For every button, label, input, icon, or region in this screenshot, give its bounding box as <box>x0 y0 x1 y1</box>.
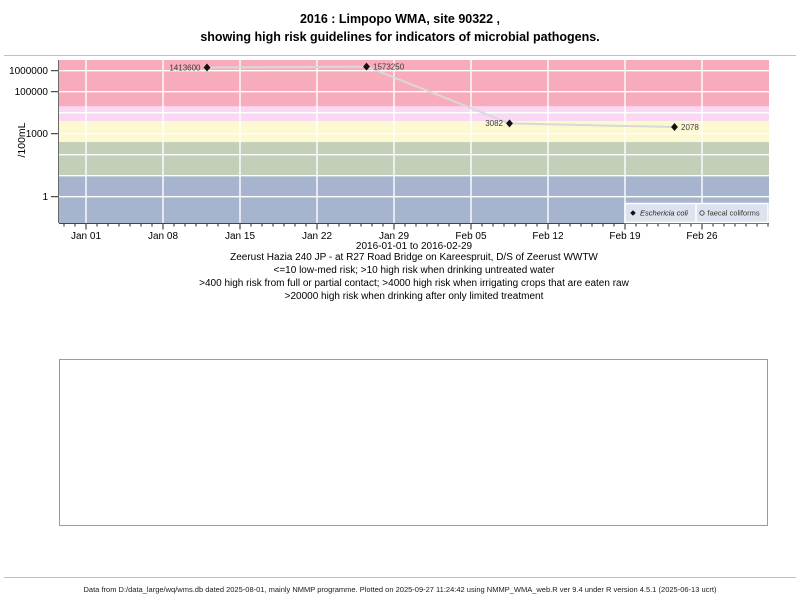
x-tick-label: Feb 26 <box>686 231 718 242</box>
data-point-label: 2078 <box>681 123 699 132</box>
data-point-diamond <box>506 119 513 128</box>
y-tick-label: 1000000 <box>9 66 48 77</box>
data-point-label: 3082 <box>485 119 503 128</box>
caption-block: Zeerust Hazia 240 JP - at R27 Road Bridg… <box>40 251 788 303</box>
legend-faecal-circle-icon <box>699 210 705 216</box>
top-separator <box>4 55 796 56</box>
x-tick-label: Feb 05 <box>455 231 487 242</box>
risk-band-10-400 <box>59 142 769 176</box>
caption-site: Zeerust Hazia 240 JP - at R27 Road Bridg… <box>230 251 598 263</box>
risk-band--20000 <box>59 60 769 107</box>
legend-ecoli-label: Eschericia coli <box>640 209 688 218</box>
y-tick-label: 100000 <box>15 87 49 98</box>
caption-guideline-3: >20000 high risk when drinking after onl… <box>284 290 544 302</box>
chart-title: 2016 : Limpopo WMA, site 90322 , showing… <box>0 10 800 46</box>
footer-provenance: Data from D:/data_large/wq/wms.db dated … <box>83 585 717 594</box>
y-tick-label: 1000 <box>26 129 49 140</box>
risk-band-4000-20000 <box>59 106 769 122</box>
series-line-ecoli <box>206 65 675 129</box>
risk-band-400-4000 <box>59 121 769 143</box>
caption-guideline-1: <=10 low-med risk; >10 high risk when dr… <box>273 264 555 276</box>
empty-panel <box>59 359 768 526</box>
x-tick-label: Jan 01 <box>71 231 101 242</box>
data-point-label: 1573250 <box>373 62 405 71</box>
chart-title-line2: showing high risk guidelines for indicat… <box>200 30 600 44</box>
legend-ecoli-diamond-icon <box>630 210 636 216</box>
x-tick-label: Jan 15 <box>225 231 255 242</box>
x-tick-label: Feb 12 <box>532 231 564 242</box>
plot-area: Jan 01 Jan 08 Jan 15 Jan 22 Jan 29 Feb 05 Feb … <box>9 60 769 242</box>
legend-faecal-label: faecal coliforms <box>708 209 760 218</box>
caption-guideline-2: >400 high risk from full or partial cont… <box>199 277 629 289</box>
data-point-diamond <box>363 62 370 71</box>
data-point-diamond <box>203 63 211 72</box>
data-point-label: 1413600 <box>169 63 201 72</box>
data-point-diamond <box>671 123 678 132</box>
y-tick-label: 1 <box>42 192 48 203</box>
x-tick-label: Jan 29 <box>379 231 409 242</box>
x-tick-label: Jan 22 <box>302 231 332 242</box>
x-tick-label: Feb 19 <box>609 231 641 242</box>
bottom-separator <box>4 577 796 578</box>
chart-title-line1: 2016 : Limpopo WMA, site 90322 , <box>299 12 501 26</box>
x-tick-label: Jan 08 <box>148 231 178 242</box>
legend: Eschericia coli faecal coliforms <box>624 202 769 224</box>
x-axis-sublabel: 2016-01-01 to 2016-02-29 <box>355 241 473 252</box>
